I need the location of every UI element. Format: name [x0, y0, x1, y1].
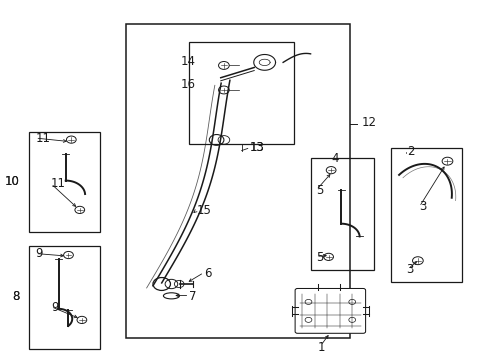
Bar [29, 132, 99, 232]
Text: 13: 13 [249, 141, 264, 154]
Text: 7: 7 [189, 290, 197, 303]
Text: 5: 5 [315, 251, 323, 264]
Text: 15: 15 [196, 204, 211, 217]
Text: 13: 13 [249, 141, 264, 154]
Text: 11: 11 [51, 177, 66, 190]
Bar [310, 158, 373, 270]
Text: 3: 3 [418, 201, 426, 213]
Text: 16: 16 [181, 78, 195, 91]
Text: 10: 10 [4, 175, 19, 188]
Bar [390, 148, 461, 282]
Text: 6: 6 [203, 267, 211, 280]
Text: 12: 12 [361, 116, 376, 129]
Text: 9: 9 [35, 247, 43, 260]
Bar [189, 42, 293, 144]
Text: 9: 9 [51, 301, 58, 314]
Text: 10: 10 [4, 175, 19, 188]
Text: 14: 14 [181, 55, 195, 68]
Text: 5: 5 [315, 184, 323, 197]
Text: 2: 2 [406, 145, 413, 158]
Text: 11: 11 [35, 132, 50, 145]
Text: 1: 1 [317, 341, 324, 354]
FancyBboxPatch shape [295, 288, 365, 333]
Bar [126, 24, 349, 338]
Bar [29, 246, 99, 348]
Text: 3: 3 [406, 263, 413, 276]
Text: 8: 8 [12, 290, 19, 303]
Text: 8: 8 [12, 290, 19, 303]
Text: 4: 4 [331, 152, 339, 165]
